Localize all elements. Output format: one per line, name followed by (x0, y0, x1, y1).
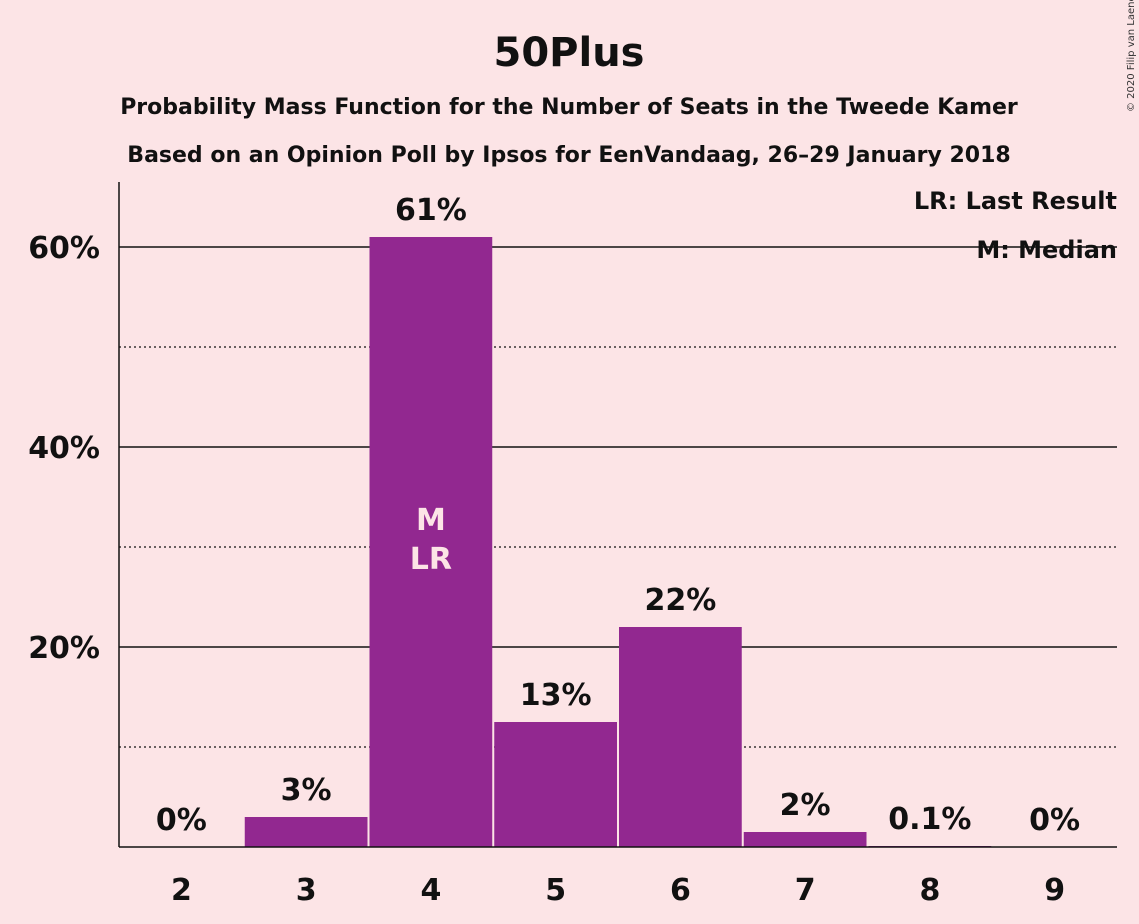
bar-5 (494, 722, 617, 847)
copyright-text: © 2020 Filip van Laenen (1126, 0, 1137, 112)
last-result-marker: LR (410, 542, 452, 577)
x-tick-label-6: 6 (670, 873, 691, 908)
x-tick-label-4: 4 (420, 873, 441, 908)
chart-subtitle: Probability Mass Function for the Number… (120, 95, 1018, 120)
data-label-3: 3% (281, 773, 332, 808)
median-marker: M (416, 503, 446, 538)
data-label-7: 2% (780, 788, 831, 823)
y-tick-label-0: 20% (28, 631, 100, 666)
x-tick-label-2: 2 (171, 873, 192, 908)
x-tick-label-8: 8 (919, 873, 940, 908)
chart-title: 50Plus (494, 30, 645, 76)
data-label-2: 0% (156, 803, 207, 838)
x-tick-label-3: 3 (296, 873, 317, 908)
x-tick-label-7: 7 (795, 873, 816, 908)
bar-6 (619, 627, 742, 847)
legend-last-result: LR: Last Result (914, 187, 1117, 215)
data-label-6: 22% (644, 583, 716, 618)
bar-4 (369, 237, 493, 847)
y-tick-label-1: 40% (28, 431, 100, 466)
bar-7 (743, 832, 867, 847)
bar-3 (244, 817, 368, 847)
chart-subtitle-2: Based on an Opinion Poll by Ipsos for Ee… (127, 143, 1010, 168)
data-label-5: 13% (520, 678, 592, 713)
data-label-4: 61% (395, 193, 467, 228)
data-label-8: 0.1% (888, 802, 971, 837)
data-label-9: 0% (1029, 803, 1080, 838)
x-tick-label-9: 9 (1044, 873, 1065, 908)
legend-median: M: Median (976, 236, 1117, 264)
gridlines (119, 246, 1117, 748)
y-tick-label-2: 60% (28, 231, 100, 266)
bars: 0% 3% 61% 13% 22% 2% 0.1% 0% M LR (156, 193, 1080, 847)
x-tick-label-5: 5 (545, 873, 566, 908)
axes: 20% 40% 60% 2 3 4 5 6 7 8 9 (28, 182, 1117, 908)
